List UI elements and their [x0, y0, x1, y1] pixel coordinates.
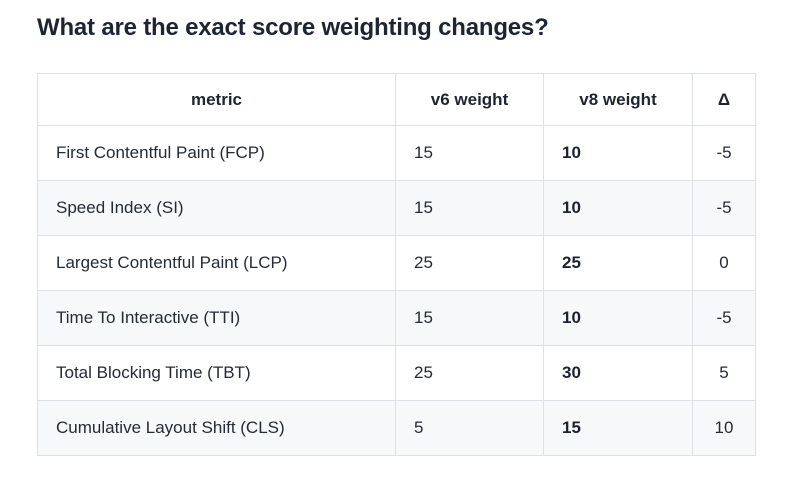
v6-weight-cell: 25: [395, 345, 544, 401]
metric-cell: Time To Interactive (TTI): [37, 290, 396, 346]
table-row: Largest Contentful Paint (LCP) 25 25 0: [37, 235, 756, 291]
column-header-v8-weight: v8 weight: [543, 73, 693, 126]
table-row: Cumulative Layout Shift (CLS) 5 15 10: [37, 400, 756, 456]
v6-weight-cell: 25: [395, 235, 544, 291]
v8-weight-cell: 10: [543, 125, 693, 181]
v6-weight-cell: 5: [395, 400, 544, 456]
v8-weight-cell: 10: [543, 180, 693, 236]
column-header-delta: Δ: [692, 73, 756, 126]
metric-cell: First Contentful Paint (FCP): [37, 125, 396, 181]
delta-cell: 0: [692, 235, 756, 291]
header-row: metric v6 weight v8 weight Δ: [37, 73, 756, 126]
metric-cell: Largest Contentful Paint (LCP): [37, 235, 396, 291]
delta-cell: 5: [692, 345, 756, 401]
v8-weight-cell: 25: [543, 235, 693, 291]
delta-cell: -5: [692, 290, 756, 346]
table-body: First Contentful Paint (FCP) 15 10 -5 Speed …: [37, 125, 756, 456]
metric-cell: Cumulative Layout Shift (CLS): [37, 400, 396, 456]
v8-weight-cell: 15: [543, 400, 693, 456]
v6-weight-cell: 15: [395, 180, 544, 236]
v8-weight-cell: 30: [543, 345, 693, 401]
table-row: Total Blocking Time (TBT) 25 30 5: [37, 345, 756, 401]
metric-cell: Total Blocking Time (TBT): [37, 345, 396, 401]
score-weighting-table: metric v6 weight v8 weight Δ First Conte…: [37, 73, 756, 456]
column-header-v6-weight: v6 weight: [395, 73, 544, 126]
table-row: Time To Interactive (TTI) 15 10 -5: [37, 290, 756, 346]
table-header: metric v6 weight v8 weight Δ: [37, 73, 756, 126]
delta-cell: -5: [692, 125, 756, 181]
question-heading: What are the exact score weighting chang…: [37, 14, 549, 41]
delta-cell: -5: [692, 180, 756, 236]
table-row: First Contentful Paint (FCP) 15 10 -5: [37, 125, 756, 181]
column-header-metric: metric: [37, 73, 396, 126]
metric-cell: Speed Index (SI): [37, 180, 396, 236]
v6-weight-cell: 15: [395, 125, 544, 181]
v6-weight-cell: 15: [395, 290, 544, 346]
delta-cell: 10: [692, 400, 756, 456]
table-row: Speed Index (SI) 15 10 -5: [37, 180, 756, 236]
v8-weight-cell: 10: [543, 290, 693, 346]
